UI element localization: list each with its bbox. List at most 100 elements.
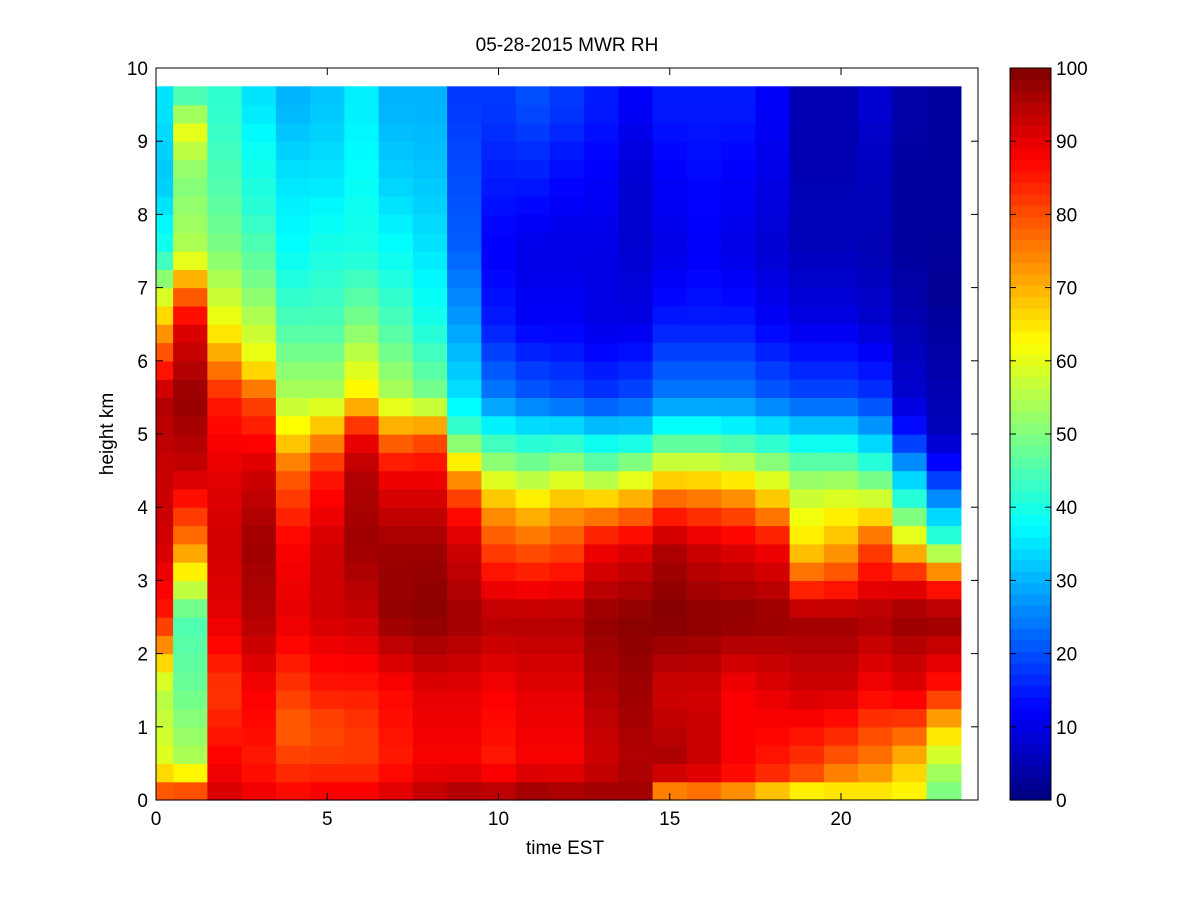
heatmap-cell [892, 269, 928, 289]
heatmap-cell [755, 452, 791, 472]
y-tick-label: 1 [137, 718, 148, 739]
heatmap-cell [721, 543, 756, 563]
heatmap-cell [823, 122, 859, 142]
heatmap-cell [275, 580, 311, 600]
heatmap-cell [207, 434, 243, 453]
heatmap-cell [789, 214, 825, 234]
heatmap-cell [447, 598, 482, 618]
heatmap-cell [686, 360, 722, 380]
heatmap-cell [275, 452, 311, 472]
heatmap-cell [344, 287, 380, 307]
heatmap-cell [618, 434, 654, 453]
heatmap-cell [156, 617, 174, 636]
heatmap-cell [207, 379, 243, 398]
heatmap-cell [686, 562, 722, 581]
heatmap-cell [207, 745, 243, 764]
heatmap-cell [515, 141, 551, 161]
heatmap-cell [156, 196, 174, 215]
heatmap-cell [584, 671, 619, 691]
heatmap-cell [173, 617, 208, 636]
heatmap-cell [618, 580, 654, 600]
colorbar-swatch [1010, 708, 1051, 721]
colorbar-swatch [1010, 308, 1051, 321]
heatmap-cell [447, 781, 482, 801]
heatmap-cell [926, 543, 962, 563]
heatmap-cell [412, 708, 448, 728]
heatmap-cell [858, 690, 893, 710]
heatmap-cell [926, 470, 962, 490]
heatmap-cell [789, 196, 825, 215]
heatmap-cell [481, 415, 517, 435]
heatmap-cell [515, 726, 551, 746]
heatmap-cell [310, 671, 345, 691]
heatmap-cell [652, 507, 688, 527]
heatmap-cell [686, 726, 722, 746]
heatmap-cell [789, 251, 825, 270]
heatmap-cell [789, 653, 825, 673]
heatmap-cell [755, 251, 791, 270]
heatmap-cell [686, 543, 722, 563]
heatmap-cell [344, 415, 380, 435]
heatmap-cell [926, 269, 962, 289]
colorbar-swatch [1010, 491, 1051, 504]
heatmap-cell [892, 342, 928, 362]
heatmap-cell [549, 342, 585, 362]
heatmap-cell [823, 86, 859, 106]
heatmap-cell [173, 324, 208, 344]
heatmap-cell [823, 635, 859, 655]
heatmap-cell [823, 379, 859, 398]
heatmap-cell [721, 617, 756, 636]
heatmap-cell [481, 287, 517, 307]
heatmap-cell [618, 360, 654, 380]
heatmap-cell [173, 690, 208, 710]
heatmap-cell [173, 104, 208, 124]
heatmap-cell [858, 434, 893, 453]
heatmap-cell [789, 598, 825, 618]
colorbar-swatch [1010, 514, 1051, 527]
heatmap-cell [275, 251, 311, 270]
heatmap-cell [652, 269, 688, 289]
heatmap-cell [515, 287, 551, 307]
heatmap-cell [275, 690, 311, 710]
colorbar-swatch [1010, 674, 1051, 687]
heatmap-cell [156, 287, 174, 307]
heatmap-cell [584, 708, 619, 728]
heatmap-cell [207, 653, 243, 673]
heatmap-cell [156, 763, 174, 783]
heatmap-cell [275, 488, 311, 508]
heatmap-cell [652, 287, 688, 307]
heatmap-cell [755, 617, 791, 636]
heatmap-cell [618, 397, 654, 417]
heatmap-cell [412, 324, 448, 344]
heatmap-cell [926, 507, 962, 527]
heatmap-cell [618, 379, 654, 398]
heatmap-cell [515, 763, 551, 783]
heatmap-cell [515, 86, 551, 106]
heatmap-cell [823, 470, 859, 490]
heatmap-cell [481, 708, 517, 728]
heatmap-cell [823, 324, 859, 344]
heatmap-cell [755, 141, 791, 161]
heatmap-cell [721, 671, 756, 691]
heatmap-cell [156, 562, 174, 581]
heatmap-cell [926, 324, 962, 344]
heatmap-cell [823, 507, 859, 527]
heatmap-cell [721, 324, 756, 344]
y-tick-label: 2 [137, 645, 148, 666]
heatmap-cell [892, 635, 928, 655]
heatmap-cell [173, 763, 208, 783]
heatmap-cell [447, 415, 482, 435]
heatmap-cell [156, 86, 174, 106]
heatmap-cell [173, 580, 208, 600]
heatmap-cell [618, 543, 654, 563]
heatmap-cell [789, 104, 825, 124]
heatmap-cell [858, 726, 893, 746]
heatmap-cell [549, 415, 585, 435]
heatmap-cell [378, 543, 414, 563]
heatmap-cell [344, 269, 380, 289]
heatmap-cell [412, 232, 448, 252]
heatmap-cell [652, 214, 688, 234]
heatmap-cell [156, 507, 174, 527]
heatmap-cell [241, 562, 277, 581]
heatmap-cell [378, 214, 414, 234]
